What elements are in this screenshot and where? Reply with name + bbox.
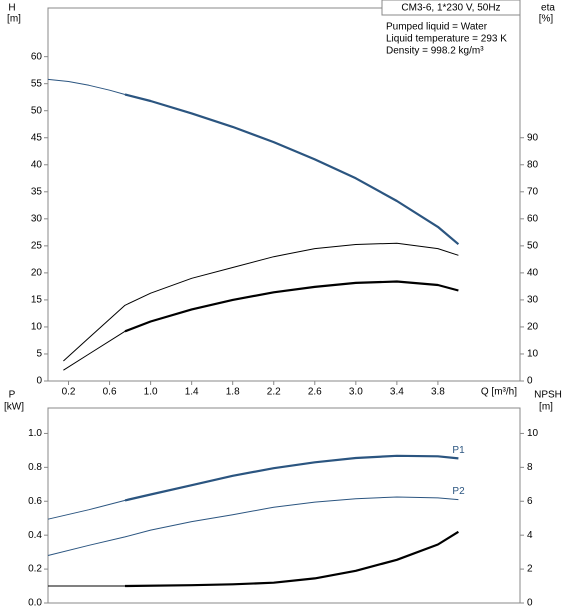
plot-frame [47,7,521,382]
y-tick-label: 0.2 [28,564,42,575]
y2-tick-label: 0 [527,376,533,387]
y-tick-label: 10 [31,322,43,333]
x-tick-label: 3.4 [390,387,404,398]
curve [47,78,126,95]
y-tick-label: 45 [31,132,43,143]
curve [124,280,459,333]
y2-tick-label: 80 [527,159,539,170]
x-tick-label: 1.4 [185,387,199,398]
y2-axis-label: NPSH [534,390,562,401]
y-tick-label: 60 [31,51,43,62]
y2-axis-label: eta [541,3,555,14]
curve [63,330,126,371]
curve-label: P1 [452,445,465,456]
y-axis-label: P [9,390,16,401]
y2-tick-label: 6 [527,496,533,507]
curve [47,499,126,520]
y-tick-label: 0.4 [28,530,42,541]
liquid-note: Pumped liquid = Water [386,22,488,33]
x-tick-label: 0.2 [62,387,76,398]
x-tick-label: 1.8 [226,387,240,398]
plot-frame [47,407,521,604]
curve [124,93,460,246]
liquid-note: Density = 998.2 kg/m³ [386,46,484,57]
liquid-note: Liquid temperature = 293 K [386,34,507,45]
y-tick-label: 30 [31,213,43,224]
curve [124,530,459,588]
y-tick-label: 20 [31,268,43,279]
y2-tick-label: 50 [527,240,539,251]
x-tick-label: 2.6 [308,387,322,398]
y2-axis-unit: [%] [539,14,554,25]
y2-tick-label: 10 [527,349,539,360]
y-tick-label: 25 [31,240,43,251]
x-tick-label: 3.8 [431,387,445,398]
y-axis-unit: [m] [7,14,21,25]
y-tick-label: 0.6 [28,496,42,507]
y-tick-label: 15 [31,295,43,306]
curve [47,496,459,556]
y2-tick-label: 8 [527,462,533,473]
y-tick-label: 5 [36,349,42,360]
y-tick-label: 1.0 [28,428,42,439]
x-axis-label: Q [m³/h] [481,387,517,398]
x-tick-label: 3.0 [349,387,363,398]
y2-tick-label: 2 [527,564,533,575]
chart-title: CM3-6, 1*230 V, 50Hz [401,3,500,14]
y-tick-label: 40 [31,159,43,170]
curve [124,454,459,502]
title-box [381,0,521,16]
y2-tick-label: 0 [527,598,533,609]
y2-tick-label: 70 [527,186,539,197]
y-tick-label: 0.8 [28,462,42,473]
y-axis-unit: [kW] [4,402,24,413]
y-tick-label: 55 [31,78,43,89]
y-tick-label: 0.0 [28,598,42,609]
x-tick-label: 0.6 [103,387,117,398]
y-tick-label: 35 [31,186,43,197]
curve-label: P2 [452,486,465,497]
x-tick-label: 1.0 [144,387,158,398]
y-tick-label: 0 [36,376,42,387]
y2-axis-unit: [m] [539,402,553,413]
y2-tick-label: 60 [527,213,539,224]
x-tick-label: 2.2 [267,387,281,398]
y2-tick-label: 90 [527,132,539,143]
y-axis-label: H [8,3,15,14]
y-tick-label: 50 [31,105,43,116]
y2-tick-label: 10 [527,428,539,439]
y2-tick-label: 4 [527,530,533,541]
y2-tick-label: 40 [527,268,539,279]
curve [63,242,459,362]
y2-tick-label: 20 [527,322,539,333]
y2-tick-label: 30 [527,295,539,306]
